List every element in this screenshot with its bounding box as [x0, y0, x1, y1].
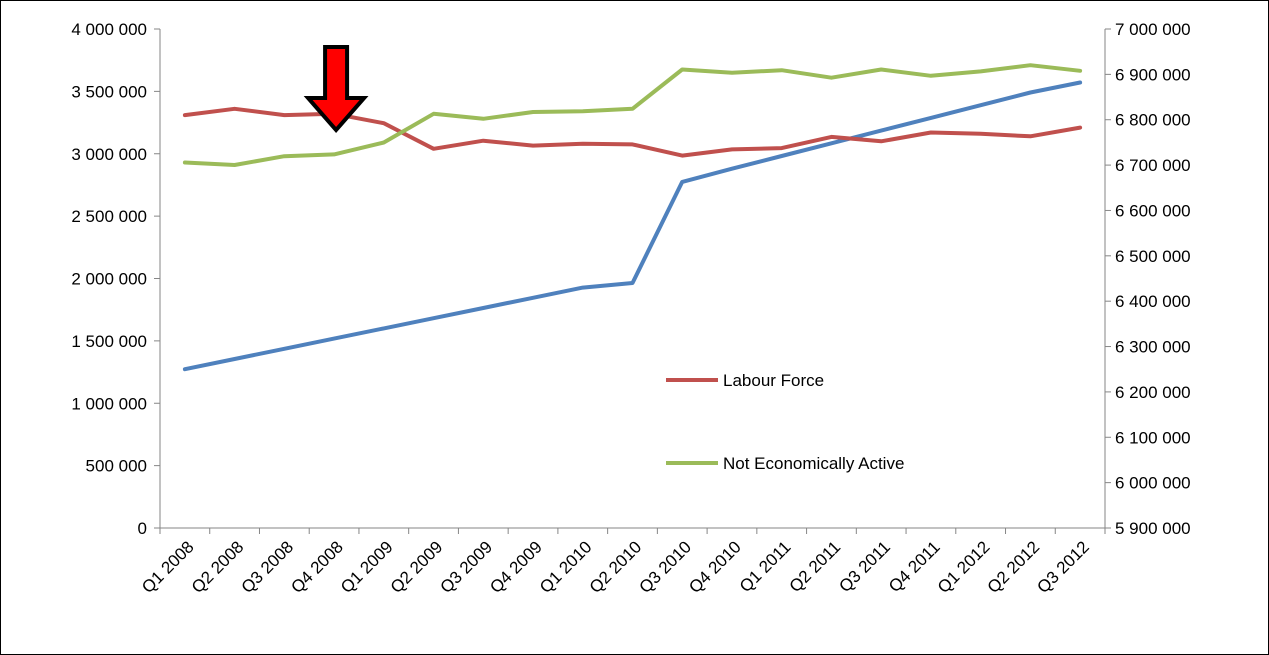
y-right-tick-label: 6 900 000	[1115, 65, 1191, 84]
y-right-tick-label: 6 600 000	[1115, 201, 1191, 220]
y-right-tick-label: 6 100 000	[1115, 428, 1191, 447]
annotations	[303, 45, 369, 134]
series-not-economically-active-line	[182, 63, 1083, 167]
y-right-tick-label: 6 500 000	[1115, 247, 1191, 266]
y-right-tick-label: 5 900 000	[1115, 519, 1191, 538]
y-right-tick-label: 6 700 000	[1115, 156, 1191, 175]
red-down-arrow-icon	[303, 45, 369, 134]
y-left-tick-label: 1 500 000	[71, 332, 147, 351]
y-left-tick-label: 3 500 000	[71, 82, 147, 101]
y-left-tick-label: 2 000 000	[71, 270, 147, 289]
y-left-tick-label: 3 000 000	[71, 145, 147, 164]
y-right-tick-label: 7 000 000	[1115, 20, 1191, 39]
y-right-tick-label: 6 200 000	[1115, 383, 1191, 402]
y-left-tick-label: 2 500 000	[71, 207, 147, 226]
y-right-tick-label: 6 000 000	[1115, 474, 1191, 493]
legend: Labour Force Not Economically Active	[666, 371, 904, 473]
y-left-tick-label: 500 000	[86, 457, 147, 476]
y-left-tick-label: 1 000 000	[71, 394, 147, 413]
legend-label: Not Economically Active	[723, 454, 904, 473]
y-right-tick-label: 6 300 000	[1115, 338, 1191, 357]
y-right-tick-label: 6 400 000	[1115, 292, 1191, 311]
legend-label: Labour Force	[723, 371, 824, 390]
y-left-tick-label: 0	[138, 519, 147, 538]
y-left-tick-label: 4 000 000	[71, 20, 147, 39]
series-right-axis-line	[182, 80, 1083, 372]
y-right-tick-label: 6 800 000	[1115, 111, 1191, 130]
